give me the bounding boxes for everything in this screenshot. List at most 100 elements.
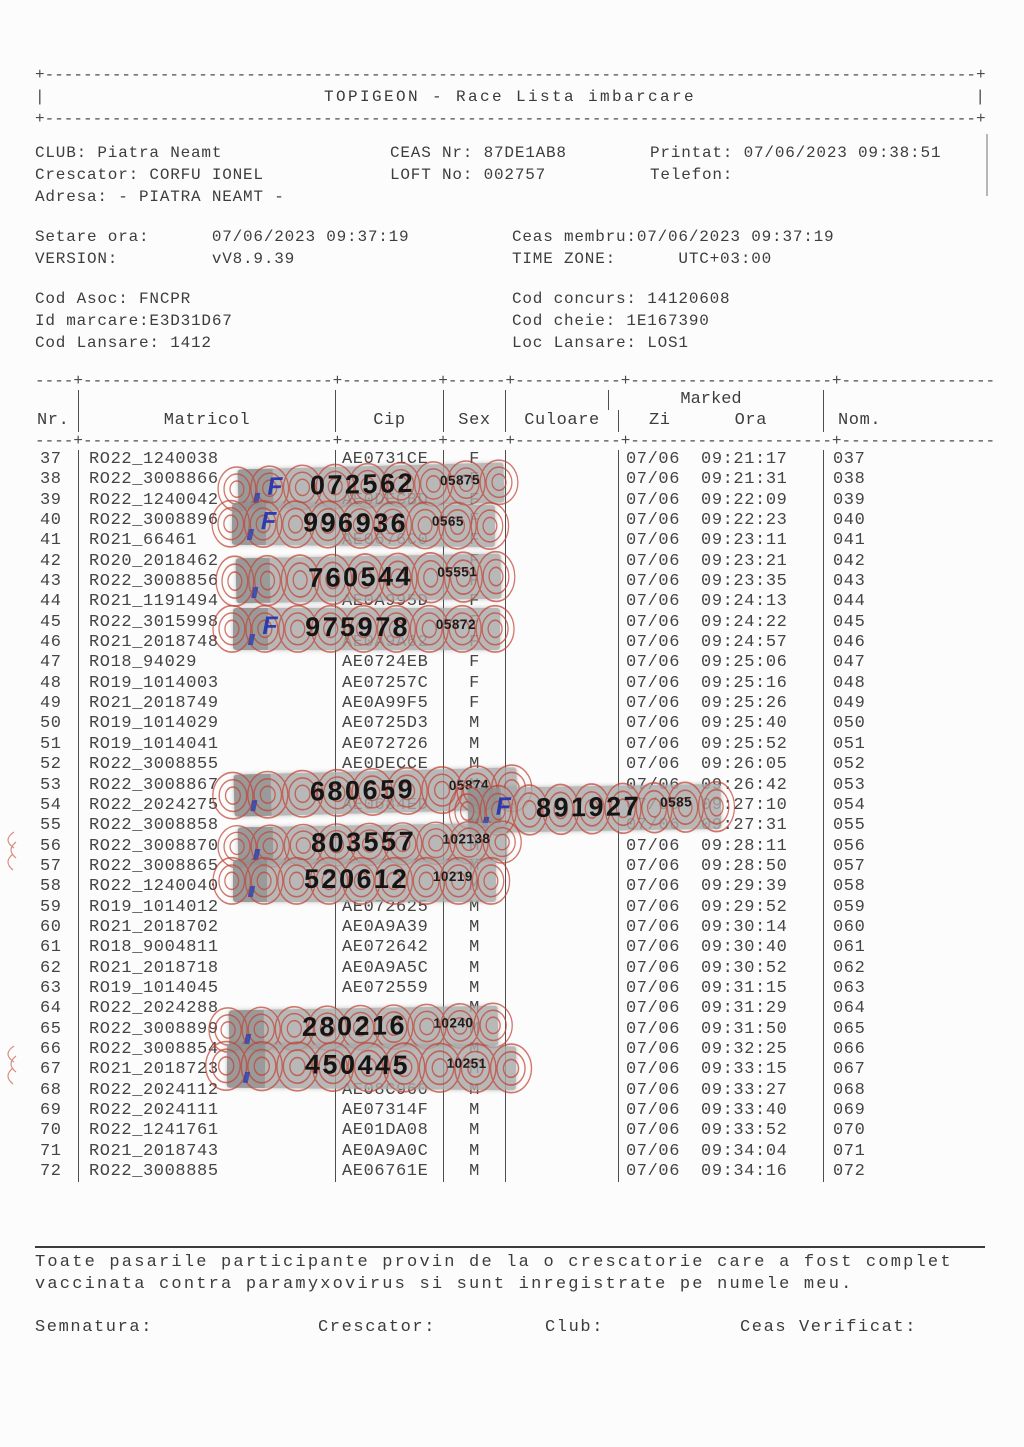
club-info-row-2: Crescator: CORFU IONEL LOFT No: 002757 T… (35, 164, 1005, 186)
cell-nom: 039 (823, 490, 985, 512)
cell-nom: 037 (823, 450, 985, 471)
cell-nom: 063 (823, 978, 985, 1000)
cell-nr: 38 (40, 470, 62, 490)
cell-matricol: RO22_2024275 (78, 795, 335, 817)
cell-nom: 051 (823, 734, 985, 756)
cell-ora: 09:23:35 (701, 572, 788, 592)
setare-ora: Setare ora: 07/06/2023 09:37:19 (35, 228, 410, 246)
cell-culoare (505, 653, 618, 674)
table-row: 63 RO19_1014045 AE072559 M 07/06 09:31:15 063 (35, 978, 995, 1000)
cell-cip: AE0A9A39 (335, 917, 443, 939)
sticker-number: 760544 (307, 560, 413, 593)
sticker-code: 102138 (442, 831, 491, 848)
cell-nom: 061 (823, 938, 985, 959)
club-info-row-1: CLUB: Piatra Neamt CEAS Nr: 87DE1AB8 Pri… (35, 142, 1005, 164)
cell-nom: 046 (823, 633, 985, 654)
cod-concurs: Cod concurs: 14120608 (512, 290, 731, 308)
cell-nom: 049 (823, 694, 985, 715)
cell-nom: 068 (823, 1080, 985, 1101)
table-row: 60 RO21_2018702 AE0A9A39 M 07/06 09:30:14 060 (35, 917, 995, 939)
cell-nom: 069 (823, 1101, 985, 1122)
cell-zi: 07/06 (626, 592, 681, 612)
cell-zi: 07/06 (626, 1080, 681, 1100)
cell-nom: 057 (823, 856, 985, 878)
cell-cip: AE0A9A5C (335, 958, 443, 979)
cell-sex: M (443, 734, 505, 756)
cell-ora: 09:25:52 (701, 734, 788, 754)
cell-culoare (505, 999, 618, 1020)
cell-ora: 09:21:31 (701, 470, 788, 490)
table-row: 68 RO22_2024112 AE08C960 M 07/06 09:33:27 068 (35, 1080, 995, 1101)
cell-ora: 09:23:21 (701, 551, 788, 571)
cell-nr: 46 (40, 633, 62, 653)
cell-ora: 09:30:14 (701, 917, 788, 937)
cell-culoare (505, 633, 618, 654)
cell-marked: 07/06 09:31:15 (618, 978, 823, 1000)
cell-sex: M (443, 1162, 505, 1183)
ring-sticker: 450445 10251 (204, 1040, 533, 1094)
cell-nr: 45 (40, 612, 62, 632)
cell-marked: 07/06 09:33:15 (618, 1060, 823, 1081)
cell-nom: 058 (823, 877, 985, 898)
club-info-row-3: Adresa: - PIATRA NEAMT - (35, 186, 1005, 208)
cell-nom: 044 (823, 592, 985, 613)
signature-row: Semnatura: Crescator: Club: Ceas Verific… (35, 1318, 1005, 1342)
cell-culoare (505, 1019, 618, 1040)
cell-cip: AE06761E (335, 1162, 443, 1183)
cell-culoare (505, 612, 618, 634)
table-row: 48 RO19_1014003 AE07257C F 07/06 09:25:16 048 (35, 673, 995, 695)
cell-ora: 09:24:22 (701, 612, 788, 632)
telefon-label: Telefon: (650, 166, 734, 184)
spacer-cell (78, 390, 335, 410)
cell-marked: 07/06 09:25:26 (618, 694, 823, 715)
cell-marked: 07/06 09:25:16 (618, 673, 823, 695)
sticker-number: 975978 (304, 611, 411, 642)
cell-nom: 071 (823, 1141, 985, 1163)
cell-nom: 064 (823, 999, 985, 1020)
header-cip: Cip (335, 410, 443, 432)
title-box-right-pipe: | (975, 88, 985, 106)
sticker-number: 996936 (302, 507, 409, 539)
cell-culoare (505, 1121, 618, 1142)
cell-culoare (505, 1141, 618, 1163)
cell-sex: F (443, 673, 505, 695)
cell-sex: M (443, 938, 505, 959)
cell-nr: 42 (40, 551, 62, 571)
cell-marked: 07/06 09:31:29 (618, 999, 823, 1020)
cell-zi: 07/06 (626, 755, 681, 775)
cell-marked: 07/06 09:22:09 (618, 490, 823, 512)
table-row: 50 RO19_1014029 AE0725D3 M 07/06 09:25:40 050 (35, 714, 995, 735)
cell-ora: 09:34:04 (701, 1141, 788, 1161)
cell-sex: M (443, 917, 505, 939)
cell-matricol: RO22_3008854 (78, 1039, 335, 1061)
cell-nom: 047 (823, 653, 985, 674)
cell-zi: 07/06 (626, 978, 681, 998)
cell-ora: 09:33:40 (701, 1101, 788, 1120)
sticker-code: 10240 (433, 1014, 474, 1031)
ring-sticker: F 975978 05872 (212, 604, 515, 654)
header-culoare: Culoare (505, 410, 618, 432)
cell-ora: 09:26:05 (701, 755, 788, 775)
table-row: 51 RO19_1014041 AE072726 M 07/06 09:25:52 051 (35, 734, 995, 756)
cell-ora: 09:31:15 (701, 978, 788, 998)
cell-ora: 09:28:50 (701, 856, 788, 876)
cell-zi: 07/06 (626, 958, 681, 978)
stamp-ink-artifact (7, 831, 17, 871)
cell-matricol: RO21_2018748 (78, 633, 335, 654)
cell-zi: 07/06 (626, 572, 681, 592)
cell-culoare (505, 531, 618, 552)
cell-matricol: RO22_3008865 (78, 856, 335, 878)
cell-zi: 07/06 (626, 938, 681, 958)
cell-matricol: RO21_1191494 (78, 592, 335, 613)
cell-nr: 40 (40, 511, 62, 531)
cell-matricol: RO22_3008870 (78, 836, 335, 857)
printat-timestamp: Printat: 07/06/2023 09:38:51 (650, 144, 942, 162)
table-row: 49 RO21_2018749 AE0A99F5 F 07/06 09:25:26 049 (35, 694, 995, 715)
cell-marked: 07/06 09:25:06 (618, 653, 823, 674)
cell-sex: F (443, 592, 505, 613)
table-separator-top: ----+--------------------------+--------… (35, 372, 996, 390)
cell-marked: 07/06 09:34:16 (618, 1162, 823, 1183)
cell-matricol: RO19_1014045 (78, 978, 335, 1000)
